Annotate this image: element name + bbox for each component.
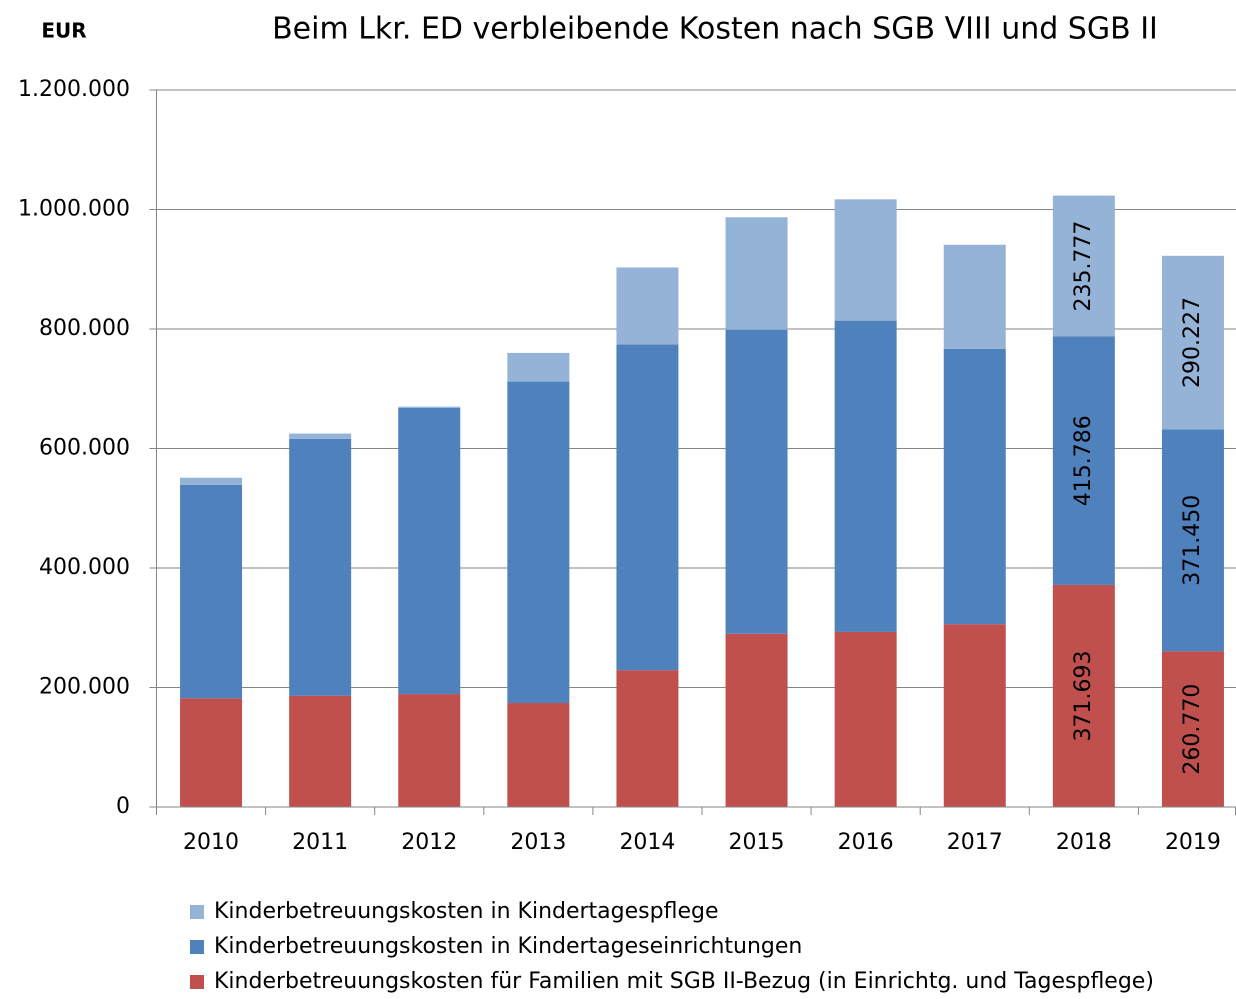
legend-label: Kinderbetreuungskosten für Familien mit …: [214, 969, 1154, 994]
bar-segment: [725, 633, 788, 807]
x-tick-label: 2014: [619, 830, 675, 855]
legend-swatch: [190, 940, 204, 954]
y-tick-label: 0: [116, 794, 130, 819]
y-tick-label: 1.000.000: [18, 197, 130, 222]
y-tick-label: 600.000: [39, 436, 130, 461]
bar-segment: [616, 267, 679, 345]
value-label: 235.777: [1071, 221, 1096, 312]
bar-segment: [289, 433, 352, 439]
bar-segment: [943, 244, 1006, 349]
bar-segment: [834, 631, 897, 807]
y-axis-label: EUR: [41, 19, 86, 43]
x-tick-label: 2011: [292, 830, 348, 855]
x-tick-label: 2013: [510, 830, 566, 855]
bar-segment: [616, 344, 679, 671]
y-tick-label: 1.200.000: [18, 77, 130, 102]
value-label: 371.450: [1180, 495, 1205, 586]
bar-segment: [834, 199, 897, 321]
x-tick-label: 2010: [183, 830, 239, 855]
chart-title: Beim Lkr. ED verbleibende Kosten nach SG…: [272, 12, 1158, 47]
bar-segment: [180, 484, 243, 699]
bar-segment: [834, 320, 897, 632]
y-tick-label: 400.000: [39, 555, 130, 580]
bar-segment: [1161, 255, 1224, 430]
bar-segment: [943, 624, 1006, 807]
legend-swatch: [190, 975, 204, 989]
value-label: 290.227: [1180, 297, 1205, 388]
x-tick-label: 2012: [401, 830, 457, 855]
x-tick-label: 2016: [838, 830, 894, 855]
bar-segment: [289, 438, 352, 696]
bar-segment: [1052, 336, 1115, 585]
bar-segment: [507, 352, 570, 382]
bar-segment: [725, 217, 788, 330]
bar-segment: [1052, 584, 1115, 807]
bar-segment: [180, 698, 243, 807]
y-tick-label: 800.000: [39, 316, 130, 341]
value-label: 415.786: [1071, 415, 1096, 506]
x-tick-label: 2017: [947, 830, 1003, 855]
legend-swatch: [190, 905, 204, 919]
bar-segment: [398, 407, 461, 695]
bar-segment: [180, 477, 243, 485]
bar-segment: [289, 695, 352, 807]
value-label: 371.693: [1071, 650, 1096, 741]
bar-segment: [1161, 651, 1224, 807]
bar-segment: [507, 381, 570, 704]
x-tick-label: 2015: [729, 830, 785, 855]
value-label: 260.770: [1180, 684, 1205, 775]
bar-segment: [507, 703, 570, 807]
bar-segment: [616, 670, 679, 807]
y-tick-label: 200.000: [39, 675, 130, 700]
bar-segment: [725, 329, 788, 634]
x-tick-label: 2018: [1056, 830, 1112, 855]
bar-segment: [1161, 429, 1224, 652]
bar-segment: [1052, 195, 1115, 337]
bar-segment: [398, 694, 461, 807]
bar-segment: [398, 406, 461, 408]
legend-label: Kinderbetreuungskosten in Kindertagesein…: [214, 934, 802, 959]
x-tick-label: 2019: [1165, 830, 1221, 855]
bar-segment: [943, 348, 1006, 625]
legend-label: Kinderbetreuungskosten in Kindertagespfl…: [214, 899, 719, 924]
